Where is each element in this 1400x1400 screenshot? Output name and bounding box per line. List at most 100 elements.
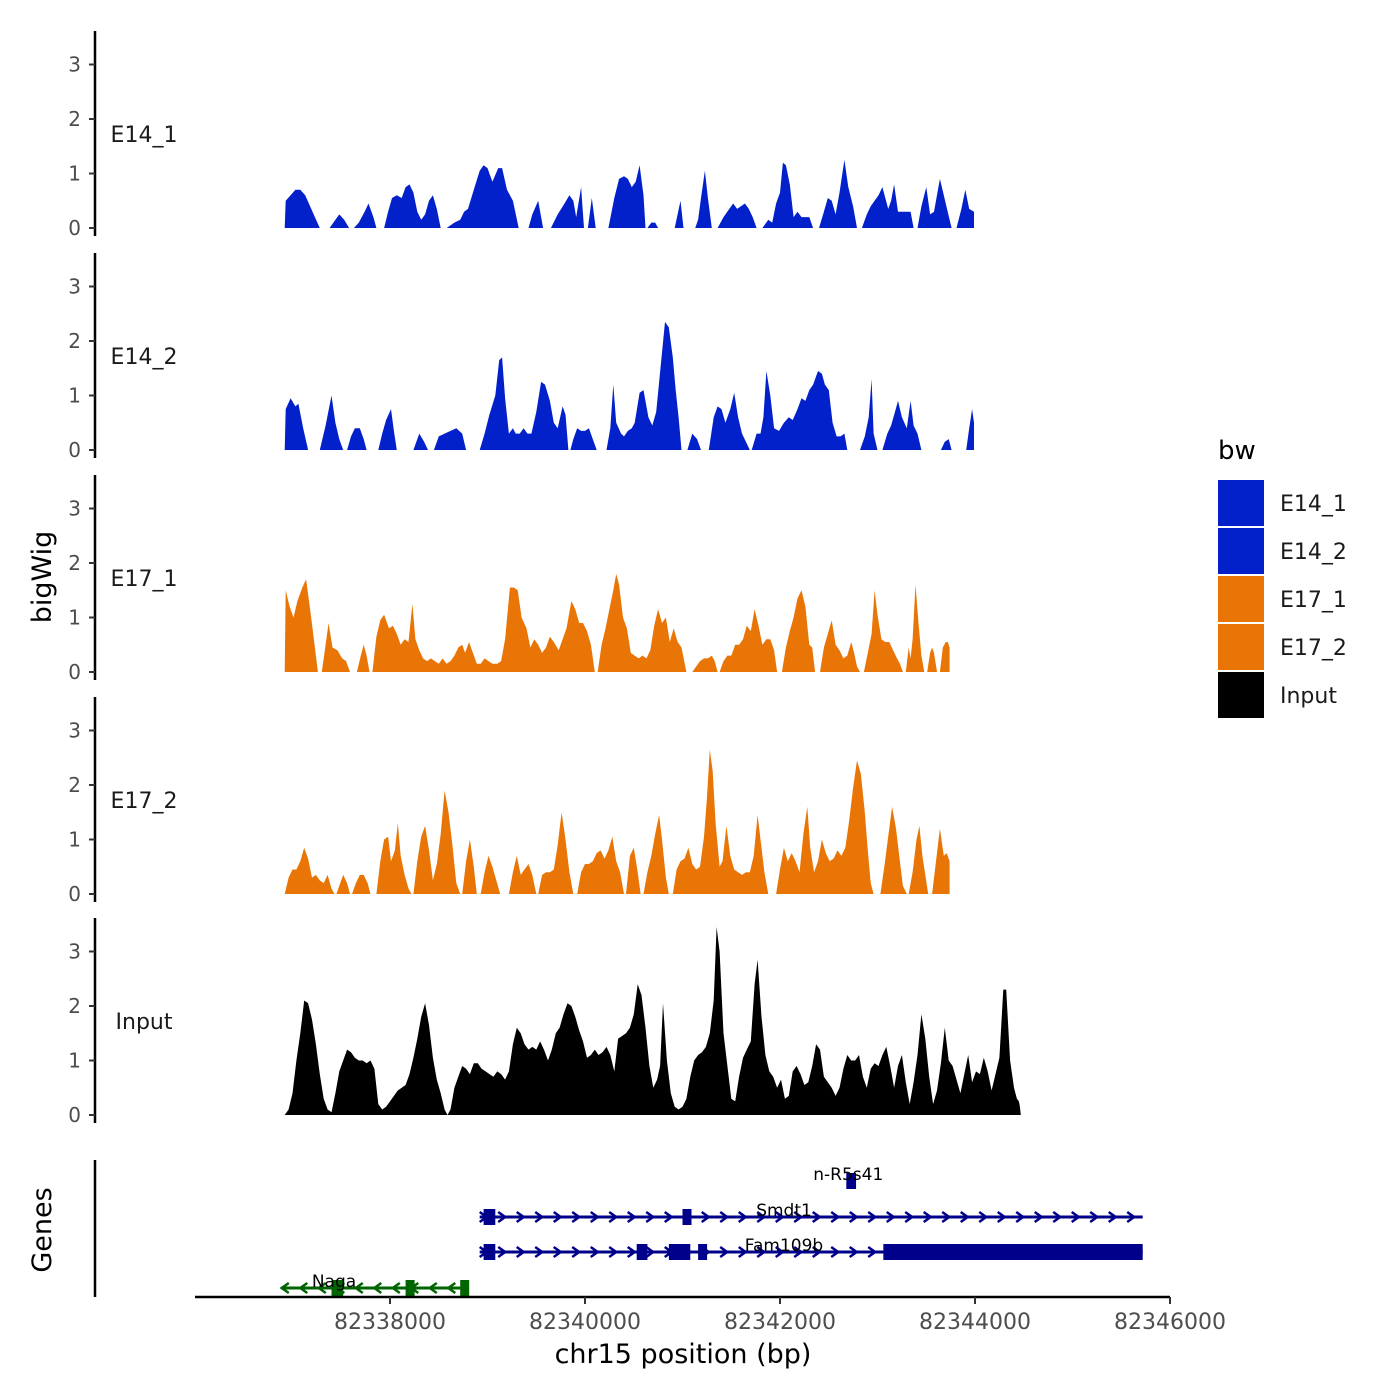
- legend-label: E17_1: [1280, 588, 1347, 613]
- coverage-area-E17_1: [284, 573, 950, 672]
- legend-label: E17_2: [1280, 636, 1347, 661]
- strand-arrow: [298, 1281, 309, 1295]
- exon: [405, 1280, 415, 1296]
- strand-arrow: [978, 1210, 989, 1224]
- gene-Naga: Naga: [279, 1272, 470, 1296]
- strand-arrow: [941, 1210, 952, 1224]
- exon: [460, 1280, 470, 1296]
- y-tick-label: 3: [68, 940, 81, 964]
- gene-label: n-R5s41: [813, 1165, 883, 1185]
- gene-label: Smdt1: [756, 1201, 812, 1221]
- strand-arrow: [700, 1210, 711, 1224]
- strand-arrow: [867, 1245, 878, 1259]
- strand-arrow: [552, 1210, 563, 1224]
- strand-arrow: [390, 1281, 401, 1295]
- coverage-area-Input: [284, 927, 1021, 1115]
- strand-arrow: [756, 1245, 767, 1259]
- strand-arrow: [645, 1210, 656, 1224]
- strand-arrow: [756, 1210, 767, 1224]
- strand-arrow: [645, 1245, 656, 1259]
- strand-arrow: [996, 1210, 1007, 1224]
- track-label: E17_1: [111, 567, 178, 592]
- y-tick-label: 0: [68, 882, 81, 906]
- legend: bw E14_1 E14_2 E17_1 E17_2 Input: [1218, 436, 1347, 718]
- track-Input: 0 1 2 3 Input: [68, 918, 1021, 1127]
- strand-arrow: [830, 1245, 841, 1259]
- strand-arrow: [552, 1245, 563, 1259]
- legend-label: Input: [1280, 684, 1337, 709]
- strand-arrow: [589, 1245, 600, 1259]
- strand-arrow: [793, 1210, 804, 1224]
- gene-n-R5s41: n-R5s41: [813, 1165, 883, 1189]
- strand-arrow: [608, 1210, 619, 1224]
- strand-arrow: [959, 1210, 970, 1224]
- strand-arrow: [608, 1245, 619, 1259]
- y-tick-label: 0: [68, 216, 81, 240]
- exon: [636, 1244, 648, 1260]
- x-axis-title: chr15 position (bp): [555, 1339, 812, 1370]
- exon: [483, 1244, 496, 1260]
- y-axis-title: bigWig: [27, 531, 58, 624]
- strand-arrow: [719, 1245, 730, 1259]
- gene-Fam109b: Fam109b: [478, 1236, 1143, 1260]
- y-tick-label: 1: [68, 162, 81, 186]
- strand-arrow: [515, 1210, 526, 1224]
- y-tick-label: 3: [68, 719, 81, 743]
- strand-arrow: [885, 1210, 896, 1224]
- y-tick-label: 3: [68, 497, 81, 521]
- strand-arrow: [353, 1281, 364, 1295]
- y-tick-label: 3: [68, 275, 81, 299]
- track-label: E17_2: [111, 789, 178, 814]
- strand-arrow: [848, 1210, 859, 1224]
- strand-arrow: [1126, 1210, 1137, 1224]
- exon: [846, 1173, 857, 1189]
- strand-arrow: [497, 1245, 508, 1259]
- strand-arrow: [316, 1281, 327, 1295]
- x-tick-label: 82346000: [1114, 1310, 1226, 1335]
- strand-arrow: [279, 1281, 290, 1295]
- y-tick-label: 2: [68, 994, 81, 1018]
- coverage-tracks: 0 1 2 3 E14_1 0 1 2 3 E14_2 0 1 2 3 E17_1 0 1 2 3 E17_2 0 1 2 3…: [68, 31, 1021, 1127]
- track-E14_2: 0 1 2 3 E14_2: [68, 253, 974, 462]
- y-tick-label: 0: [68, 438, 81, 462]
- strand-arrow: [1015, 1210, 1026, 1224]
- strand-arrow: [774, 1210, 785, 1224]
- genes-axis-title: Genes: [27, 1187, 58, 1272]
- gene-label: Naga: [312, 1272, 356, 1292]
- gene-Smdt1: Smdt1: [478, 1201, 1143, 1225]
- track-label: E14_1: [111, 123, 178, 148]
- strand-arrow: [811, 1210, 822, 1224]
- y-tick-label: 2: [68, 107, 81, 131]
- y-tick-label: 2: [68, 329, 81, 353]
- track-E17_2: 0 1 2 3 E17_2: [68, 697, 950, 906]
- strand-arrow: [446, 1281, 457, 1295]
- track-E17_1: 0 1 2 3 E17_1: [68, 475, 950, 684]
- y-tick-label: 1: [68, 828, 81, 852]
- legend-key-Input: [1218, 672, 1264, 718]
- strand-arrow: [737, 1210, 748, 1224]
- strand-arrow: [589, 1210, 600, 1224]
- y-tick-label: 1: [68, 384, 81, 408]
- strand-arrow: [1033, 1210, 1044, 1224]
- strand-arrow: [534, 1210, 545, 1224]
- strand-arrow: [571, 1245, 582, 1259]
- strand-arrow: [830, 1210, 841, 1224]
- y-tick-label: 0: [68, 1103, 81, 1127]
- x-tick-label: 82342000: [724, 1310, 836, 1335]
- strand-arrow: [1107, 1210, 1118, 1224]
- exon: [883, 1244, 1143, 1260]
- track-label: E14_2: [111, 345, 178, 370]
- strand-arrow: [497, 1210, 508, 1224]
- track-E14_1: 0 1 2 3 E14_1: [68, 31, 974, 240]
- track-label: Input: [116, 1010, 173, 1035]
- legend-key-E17_2: [1218, 624, 1264, 670]
- y-tick-label: 1: [68, 1049, 81, 1073]
- x-axis: 82338000 82340000 82342000 82344000 82346000: [195, 1295, 1226, 1335]
- strand-arrow: [372, 1281, 383, 1295]
- strand-arrow: [663, 1210, 674, 1224]
- strand-arrow: [427, 1281, 438, 1295]
- legend-key-E14_2: [1218, 528, 1264, 574]
- strand-arrow: [626, 1245, 637, 1259]
- gene-label: Fam109b: [745, 1236, 823, 1256]
